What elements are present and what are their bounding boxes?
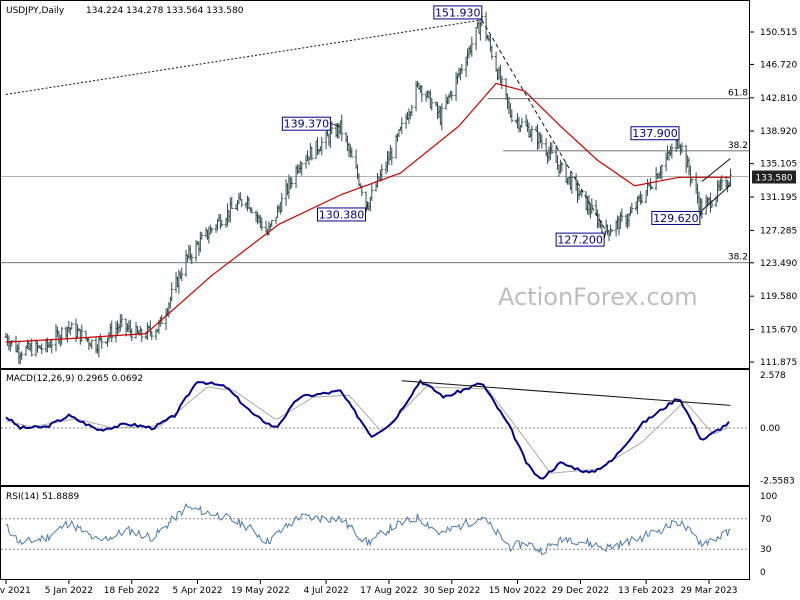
macd-trend-line	[401, 380, 731, 406]
x-tick: 15 Nov 2022	[489, 586, 547, 596]
annotation-leader	[330, 122, 341, 128]
moving-average-line	[5, 82, 731, 343]
chart-title: USDJPY,Daily	[6, 6, 65, 16]
annotation-label: 139.370	[284, 118, 330, 131]
watermark: ActionForex.com	[498, 283, 698, 311]
rsi-y-tick: 100	[760, 492, 777, 502]
fib-level-label: 61.8	[728, 89, 748, 99]
price-y-tick: 142.810	[760, 94, 797, 104]
fib-levels: 61.8 38.2 38.2	[1, 89, 749, 264]
trend-lines	[5, 19, 731, 232]
price-panel	[0, 0, 750, 369]
price-trend-line	[701, 158, 731, 182]
x-tick: 22 Nov 2021	[0, 586, 31, 596]
annotation-label: 127.200	[557, 234, 603, 247]
price-trend-line	[481, 19, 607, 232]
price-y-tick: 115.670	[760, 326, 797, 336]
x-tick: 5 Apr 2022	[173, 586, 223, 596]
rsi-lines	[1, 503, 749, 556]
axes: 150.515 146.720 142.810 138.920 135.105 131.1…	[0, 28, 797, 596]
price-y-tick: 131.195	[760, 193, 797, 203]
macd-y-tick: 0.00	[760, 424, 780, 434]
price-y-tick: 146.720	[760, 60, 797, 70]
x-tick: 19 May 2022	[231, 586, 290, 596]
price-y-tick: 123.490	[760, 259, 797, 269]
annotation-box	[555, 232, 605, 247]
annotation-box	[630, 126, 680, 141]
x-tick: 4 Jul 2022	[303, 586, 348, 596]
annotation-box	[433, 5, 483, 20]
annotation-label: 151.930	[435, 6, 481, 19]
price-trend-line	[5, 19, 482, 95]
annotation-label: 130.380	[319, 208, 365, 221]
ohlc-values: 134.224 134.278 133.564 133.580	[86, 6, 244, 16]
annotation-label: 129.620	[653, 212, 699, 225]
current-price-text: 133.580	[755, 174, 792, 184]
moving-average	[5, 82, 731, 343]
price-y-tick: 150.515	[760, 28, 797, 38]
x-tick: 29 Dec 2022	[552, 586, 610, 596]
price-y-tick: 135.105	[760, 160, 797, 170]
macd-line	[5, 379, 730, 480]
x-tick: 18 Feb 2022	[104, 586, 160, 596]
rsi-title: RSI(14) 51.8889	[6, 492, 79, 502]
price-y-tick: 111.875	[760, 358, 797, 368]
x-tick: 13 Feb 2023	[618, 586, 674, 596]
price-annotations: 151.930 139.370 130.380 137.900 127.200 129.6…	[281, 5, 703, 247]
price-y-tick: 138.920	[760, 127, 797, 137]
macd-lines	[1, 379, 749, 480]
macd-y-tick: 2.578	[760, 371, 786, 381]
x-tick: 17 Aug 2022	[360, 586, 418, 596]
rsi-y-tick: 70	[760, 515, 772, 525]
current-price-badge	[752, 170, 796, 184]
macd-title: MACD(12,26,9) 0.2965 0.0692	[6, 374, 143, 384]
rsi-y-tick: 0	[760, 568, 766, 578]
rsi-y-tick: 30	[760, 545, 772, 555]
annotation-box	[281, 116, 331, 131]
x-tick: 30 Sep 2022	[423, 586, 480, 596]
price-y-tick: 127.285	[760, 226, 797, 236]
annotation-box	[317, 207, 367, 222]
fib-level-label: 38.2	[728, 253, 748, 263]
fib-level-label: 38.2	[728, 141, 748, 151]
x-tick: 29 Mar 2023	[680, 586, 737, 596]
annotation-label: 137.900	[632, 127, 678, 140]
annotation-box	[651, 210, 701, 225]
x-tick: 5 Jan 2022	[45, 586, 93, 596]
price-y-tick: 119.580	[760, 292, 797, 302]
rsi-panel	[0, 486, 750, 580]
rsi-line	[5, 503, 731, 556]
macd-y-tick: -2.5583	[760, 477, 795, 487]
price-trend-line	[701, 184, 731, 211]
